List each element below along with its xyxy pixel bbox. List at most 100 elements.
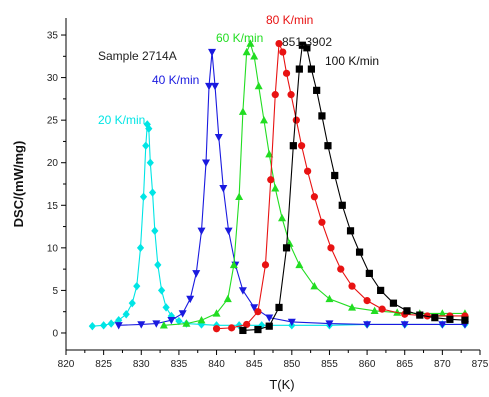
series-line — [92, 124, 465, 327]
data-point — [192, 270, 201, 278]
data-point — [346, 227, 355, 235]
peak-annotation: 851.3902 — [282, 35, 332, 49]
data-point — [202, 159, 211, 167]
x-tick-label: 865 — [396, 359, 413, 370]
data-point — [324, 142, 332, 150]
data-point — [389, 299, 398, 307]
data-point — [137, 321, 146, 329]
data-point — [157, 286, 166, 295]
data-point — [287, 318, 296, 327]
series-line — [163, 41, 465, 326]
x-tick-label: 830 — [133, 359, 150, 370]
data-point — [298, 41, 306, 49]
data-point — [182, 319, 191, 327]
data-point — [133, 281, 141, 291]
data-point — [239, 326, 247, 335]
data-point — [289, 142, 297, 150]
data-point — [461, 316, 469, 324]
x-tick-label: 875 — [472, 359, 489, 370]
x-tick-label: 825 — [95, 359, 112, 370]
data-point — [275, 303, 283, 312]
data-point — [224, 227, 233, 236]
data-point — [250, 52, 259, 60]
y-tick-label: 15 — [47, 201, 59, 212]
data-point — [261, 261, 270, 269]
data-point — [365, 269, 373, 277]
data-point — [254, 308, 262, 316]
data-point — [246, 39, 255, 47]
series-60-k-min — [159, 39, 469, 329]
data-point — [154, 260, 162, 270]
data-point — [416, 311, 424, 319]
data-point — [205, 82, 214, 91]
y-tick-label: 0 — [52, 328, 58, 339]
data-point — [242, 47, 251, 56]
data-point — [214, 133, 223, 142]
y-tick-label: 5 — [52, 286, 58, 297]
data-point — [363, 321, 372, 329]
data-point — [208, 48, 217, 57]
data-point — [162, 303, 170, 312]
y-axis-title: DSC/(mW/mg) — [11, 141, 26, 228]
data-point — [223, 294, 232, 303]
data-point — [438, 321, 447, 329]
series-label-60kmin: 60 K/min — [216, 31, 263, 45]
series-label-80kmin: 80 K/min — [266, 13, 313, 27]
data-point — [310, 281, 319, 290]
data-point — [152, 320, 161, 328]
data-point — [331, 171, 339, 180]
data-point — [337, 265, 345, 273]
data-point — [212, 309, 221, 317]
axes: 820 825 830 835 840 845 850 855 860 865 870 875 0 5 10… — [47, 18, 489, 370]
y-tick-label: 35 — [47, 31, 59, 42]
data-point — [235, 192, 244, 200]
plot-series — [88, 39, 469, 335]
data-point — [363, 297, 371, 305]
data-point — [114, 322, 123, 330]
data-point — [265, 150, 274, 158]
data-point — [142, 141, 150, 150]
sample-annotation: Sample 2714A — [98, 49, 177, 63]
data-point — [431, 314, 439, 322]
series-40-k-min — [114, 48, 469, 330]
data-point — [107, 319, 115, 328]
data-point — [145, 124, 153, 133]
data-point — [229, 260, 238, 269]
data-point — [313, 86, 321, 94]
series-label-100kmin: 100 K/min — [325, 54, 379, 68]
data-point — [278, 213, 287, 222]
data-point — [275, 39, 283, 48]
data-point — [325, 320, 334, 328]
data-point — [219, 185, 228, 193]
data-point — [143, 120, 151, 129]
data-point — [254, 325, 262, 334]
data-point — [186, 295, 195, 304]
data-point — [88, 321, 96, 331]
y-tick-label: 25 — [47, 116, 59, 127]
x-axis-title: T(K) — [269, 377, 294, 392]
series-20-k-min — [88, 120, 469, 331]
data-point — [128, 298, 136, 308]
series-label-40kmin: 40 K/min — [152, 73, 199, 87]
data-point — [282, 69, 291, 77]
data-point — [400, 321, 409, 329]
data-point — [287, 91, 295, 99]
data-point — [259, 115, 268, 124]
data-point — [298, 142, 306, 150]
data-point — [238, 107, 247, 115]
y-tick-label: 10 — [47, 243, 59, 254]
labels: T(K) DSC/(mW/mg) Sample 2714A 851.3902 2… — [11, 13, 379, 392]
y-tick-label: 30 — [47, 73, 59, 84]
x-tick-label: 840 — [208, 359, 225, 370]
data-point — [292, 116, 300, 124]
data-point — [370, 306, 379, 315]
data-point — [378, 305, 386, 313]
data-point — [175, 316, 183, 326]
data-point — [197, 316, 206, 324]
data-point — [148, 188, 157, 197]
data-point — [146, 158, 154, 167]
data-point — [267, 176, 275, 184]
series-100-k-min — [239, 41, 469, 335]
data-point — [178, 310, 187, 318]
